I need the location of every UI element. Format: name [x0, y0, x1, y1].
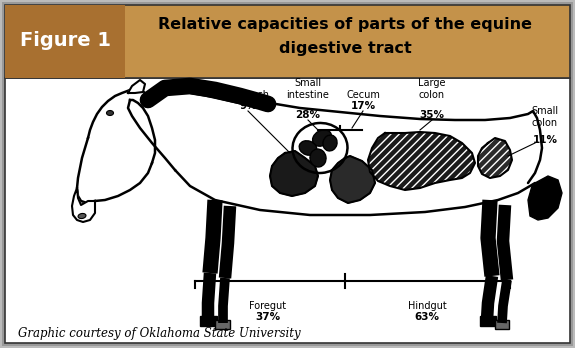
Text: Small
intestine: Small intestine	[286, 78, 329, 100]
FancyBboxPatch shape	[5, 5, 125, 78]
Text: 35%: 35%	[420, 110, 444, 120]
FancyBboxPatch shape	[215, 320, 230, 329]
Text: 17%: 17%	[350, 101, 375, 111]
Text: Figure 1: Figure 1	[20, 32, 110, 50]
Polygon shape	[270, 151, 318, 196]
Polygon shape	[72, 188, 95, 222]
Text: 9%: 9%	[239, 101, 257, 111]
Text: 63%: 63%	[415, 312, 439, 322]
Ellipse shape	[313, 130, 331, 146]
Polygon shape	[368, 132, 475, 190]
Polygon shape	[478, 138, 512, 178]
Text: 28%: 28%	[296, 110, 320, 120]
Text: Graphic courtesy of Oklahoma State University: Graphic courtesy of Oklahoma State Unive…	[18, 327, 301, 340]
Ellipse shape	[310, 149, 326, 167]
Ellipse shape	[323, 135, 337, 151]
Text: Foregut: Foregut	[250, 301, 286, 311]
Text: Stomach: Stomach	[227, 90, 270, 100]
Text: Cecum: Cecum	[346, 90, 380, 100]
FancyBboxPatch shape	[5, 78, 570, 343]
Ellipse shape	[78, 213, 86, 219]
Text: Large
colon: Large colon	[418, 78, 446, 100]
Text: digestive tract: digestive tract	[279, 41, 411, 56]
Text: 11%: 11%	[532, 135, 558, 145]
Text: Small
colon: Small colon	[531, 106, 558, 128]
Polygon shape	[128, 80, 145, 93]
FancyBboxPatch shape	[200, 316, 217, 326]
Polygon shape	[330, 156, 375, 203]
FancyBboxPatch shape	[495, 320, 509, 329]
Text: Relative capacities of parts of the equine: Relative capacities of parts of the equi…	[158, 17, 532, 32]
Polygon shape	[148, 85, 272, 109]
FancyBboxPatch shape	[480, 316, 496, 326]
Polygon shape	[528, 176, 562, 220]
Text: 37%: 37%	[255, 312, 281, 322]
FancyBboxPatch shape	[5, 5, 570, 78]
Text: Hindgut: Hindgut	[408, 301, 446, 311]
Ellipse shape	[299, 141, 317, 155]
Ellipse shape	[106, 111, 113, 116]
